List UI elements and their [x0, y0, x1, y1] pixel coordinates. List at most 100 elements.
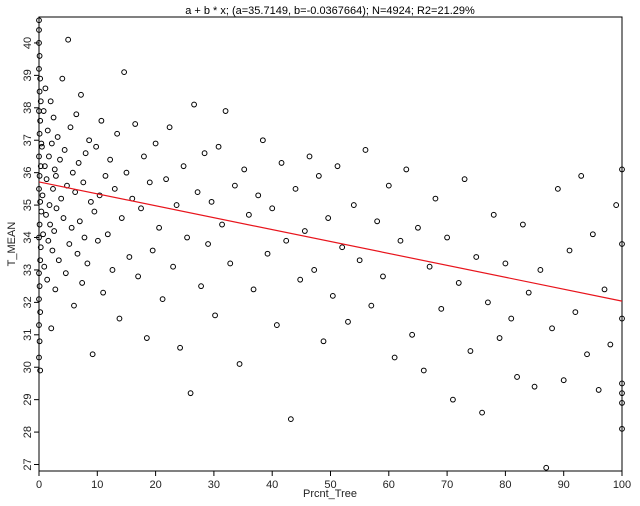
- data-point: [37, 309, 44, 316]
- data-point: [60, 215, 67, 221]
- data-point: [36, 17, 42, 24]
- regression-line: [38, 181, 623, 302]
- data-point: [89, 351, 96, 358]
- data-point: [619, 390, 625, 397]
- data-point: [543, 464, 550, 471]
- data-point: [141, 153, 147, 160]
- x-tick-label: 90: [558, 479, 570, 491]
- data-point: [109, 267, 116, 273]
- data-point: [531, 383, 538, 390]
- data-point: [227, 260, 234, 267]
- x-tick-label: 20: [149, 479, 161, 491]
- data-point: [187, 390, 194, 397]
- data-point: [46, 202, 53, 208]
- data-point: [57, 156, 63, 163]
- data-point: [450, 396, 456, 403]
- data-point: [69, 169, 76, 176]
- data-point: [82, 150, 89, 157]
- data-point: [180, 163, 187, 170]
- data-point: [301, 228, 308, 234]
- data-point: [619, 400, 625, 406]
- data-point: [619, 380, 625, 387]
- data-point: [473, 254, 480, 260]
- data-point: [619, 425, 625, 432]
- data-point: [496, 335, 503, 341]
- data-point: [72, 189, 79, 196]
- data-point: [37, 244, 44, 251]
- x-axis-title: Prcnt_Tree: [303, 488, 357, 500]
- data-point: [205, 241, 211, 247]
- data-point: [163, 176, 169, 183]
- data-point: [138, 205, 144, 212]
- data-point: [467, 348, 474, 354]
- data-point: [560, 377, 567, 384]
- data-point: [432, 195, 439, 202]
- y-tick-label: 40: [22, 37, 34, 49]
- data-point: [76, 218, 83, 225]
- data-point: [231, 182, 238, 189]
- data-point: [255, 192, 262, 199]
- data-point: [409, 331, 416, 338]
- data-point: [116, 315, 123, 322]
- x-tick-label: 10: [91, 479, 103, 491]
- data-point: [68, 224, 75, 231]
- data-point: [362, 147, 369, 153]
- data-point: [37, 198, 44, 205]
- data-point: [152, 140, 159, 147]
- data-point: [37, 367, 44, 374]
- data-point: [78, 91, 84, 98]
- data-point: [81, 234, 88, 241]
- data-point: [420, 367, 427, 374]
- plot-area-frame: [38, 16, 623, 472]
- x-tick-label: 100: [613, 479, 631, 491]
- data-point: [58, 195, 65, 202]
- data-point: [537, 267, 544, 273]
- data-point: [37, 257, 44, 264]
- data-point: [345, 318, 351, 325]
- data-point: [311, 267, 318, 273]
- data-point: [36, 88, 43, 95]
- data-point: [41, 163, 48, 170]
- data-point: [159, 296, 166, 303]
- data-point: [236, 361, 243, 367]
- x-tick-label: 30: [208, 479, 220, 491]
- data-point: [219, 221, 225, 228]
- data-point: [87, 198, 94, 205]
- data-point: [86, 137, 93, 144]
- data-point: [143, 335, 150, 341]
- data-point: [52, 286, 59, 293]
- data-point: [166, 124, 173, 131]
- data-point: [36, 130, 43, 137]
- data-point: [613, 202, 620, 208]
- data-point: [156, 224, 162, 231]
- data-point: [104, 231, 111, 238]
- data-point: [50, 114, 57, 121]
- y-tick-label: 36: [22, 167, 34, 179]
- data-point: [273, 322, 280, 328]
- data-point: [37, 98, 44, 105]
- data-point: [287, 416, 294, 423]
- data-point: [71, 302, 77, 309]
- data-point: [572, 309, 579, 316]
- data-point: [485, 299, 491, 306]
- y-tick-label: 32: [22, 296, 34, 308]
- data-point: [329, 292, 336, 299]
- data-point: [245, 211, 252, 218]
- chart-title: a + b * x; (a=35.7149, b=-0.0367664); N=…: [185, 5, 475, 17]
- data-point: [40, 231, 46, 238]
- data-point: [589, 231, 596, 238]
- data-point: [37, 75, 44, 82]
- data-point: [212, 312, 218, 319]
- data-point: [132, 121, 139, 127]
- y-tick-label: 34: [22, 231, 34, 243]
- y-tick-label: 27: [22, 458, 34, 470]
- data-point: [107, 156, 114, 163]
- data-point: [455, 280, 462, 286]
- data-point: [55, 257, 62, 264]
- data-point: [184, 234, 190, 241]
- data-point: [208, 198, 215, 205]
- data-point: [91, 208, 98, 215]
- data-point: [53, 173, 59, 179]
- data-point: [607, 341, 614, 348]
- data-point: [508, 315, 515, 322]
